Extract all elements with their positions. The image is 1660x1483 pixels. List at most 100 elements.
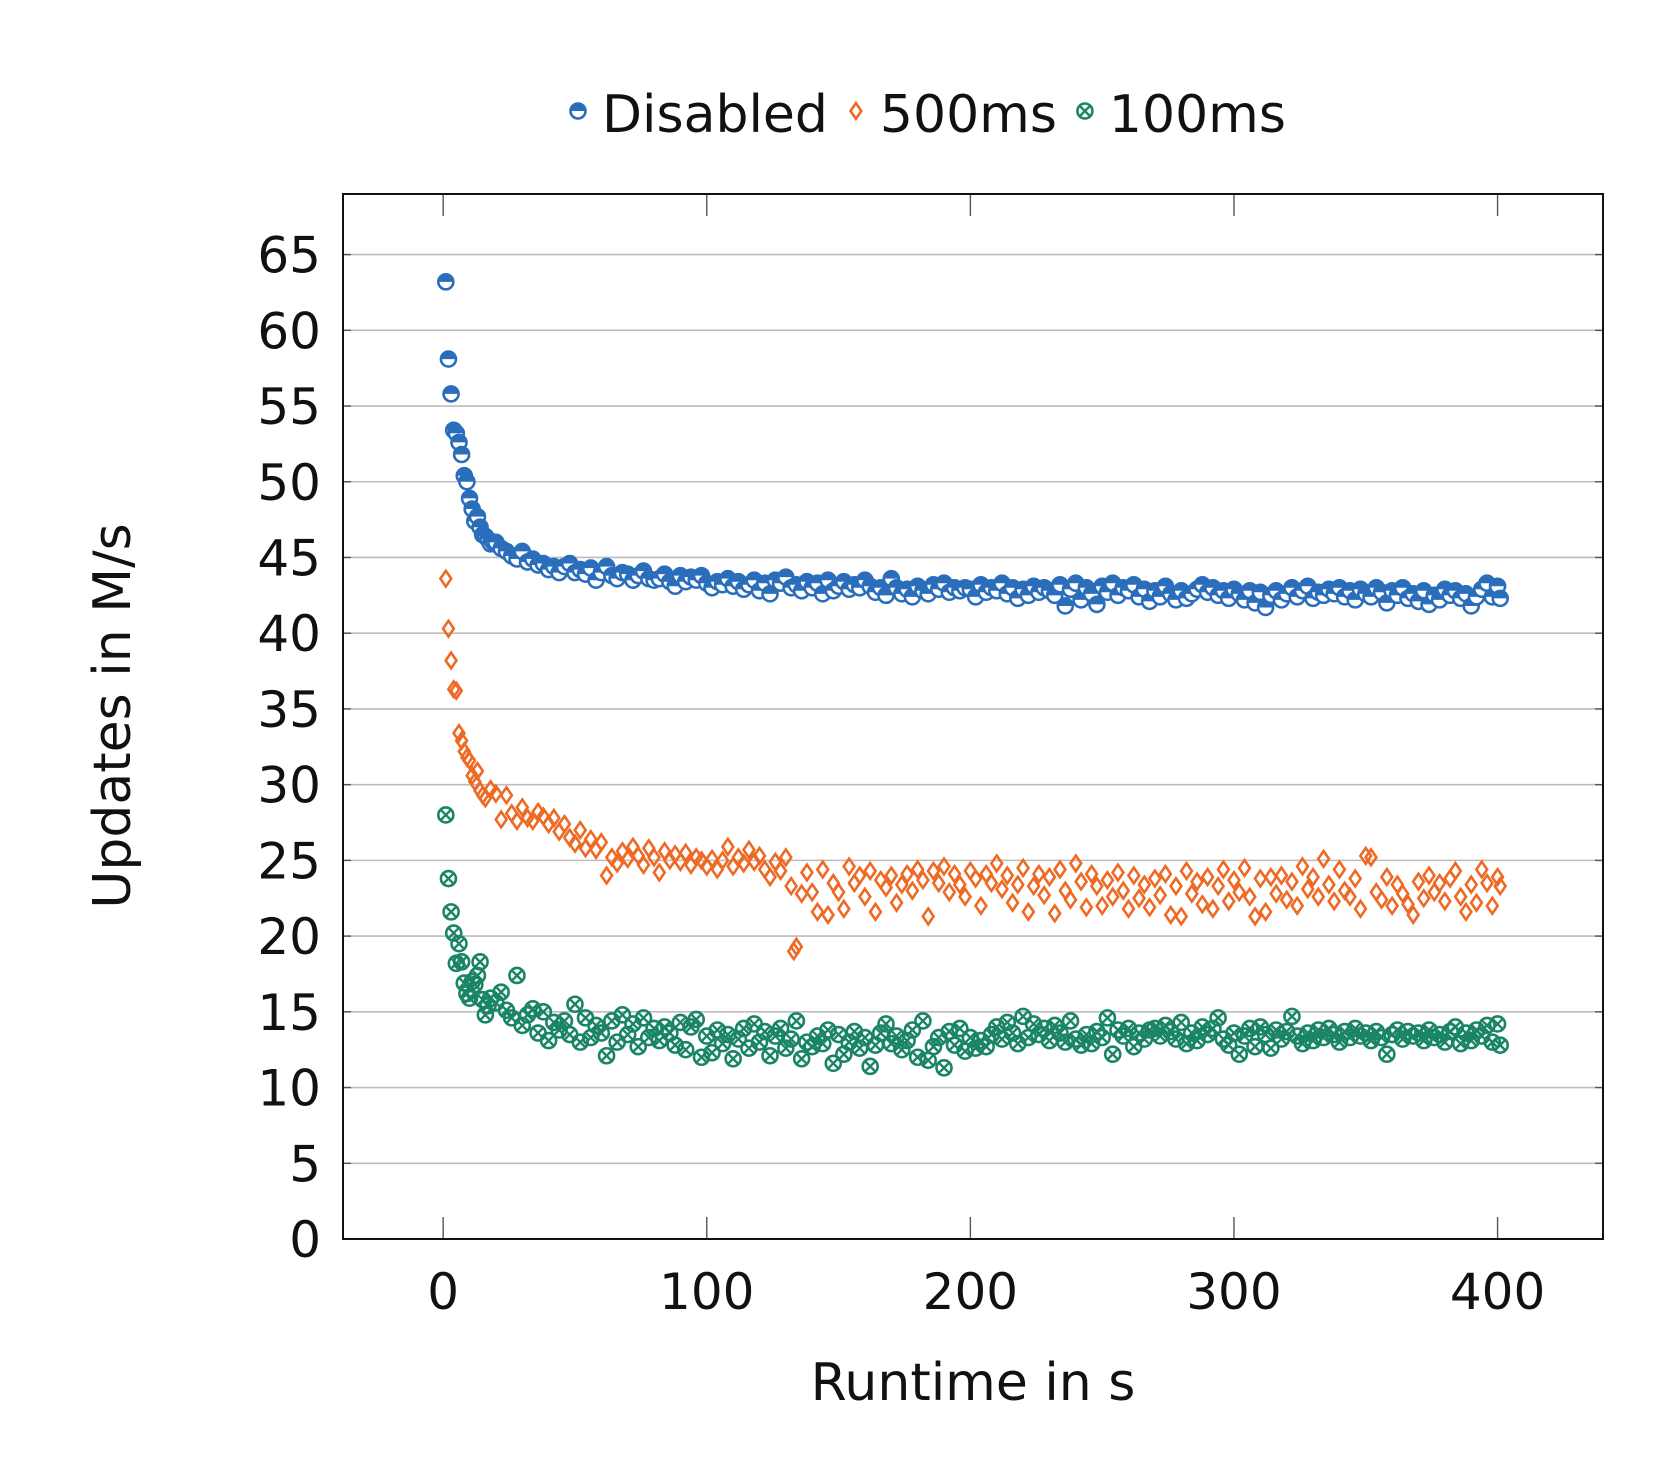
data-point xyxy=(1132,888,1147,909)
data-point xyxy=(499,785,514,806)
data-point xyxy=(1284,871,1299,892)
data-point xyxy=(1348,868,1363,889)
y-axis-title: Updates in M/s xyxy=(83,523,143,908)
legend: Disabled 500ms 100ms xyxy=(569,85,1286,145)
data-point xyxy=(446,679,461,700)
tick-layer xyxy=(343,194,1603,1240)
data-point xyxy=(1056,597,1075,615)
data-point xyxy=(821,904,835,926)
grid-layer xyxy=(343,253,1603,1165)
series-disabled xyxy=(437,273,1509,617)
data-point xyxy=(592,1024,611,1042)
data-point xyxy=(1116,880,1131,901)
data-point xyxy=(471,953,489,971)
data-point xyxy=(1037,885,1052,906)
data-point xyxy=(815,859,830,880)
data-point xyxy=(703,1043,721,1062)
data-point xyxy=(724,1049,742,1068)
data-point xyxy=(1295,856,1310,877)
data-point xyxy=(1372,1028,1391,1047)
data-point xyxy=(794,883,809,904)
data-point xyxy=(1263,866,1278,888)
data-point xyxy=(1184,883,1199,904)
data-point xyxy=(1378,1045,1396,1064)
legend-label: Disabled xyxy=(602,85,828,145)
data-point xyxy=(509,810,524,832)
data-point xyxy=(449,680,464,701)
x-tick-label: 0 xyxy=(427,1263,459,1321)
data-point xyxy=(773,860,788,882)
series-500ms xyxy=(438,568,1508,962)
data-point xyxy=(1168,875,1183,897)
data-point xyxy=(787,1012,806,1030)
data-point xyxy=(792,1049,811,1068)
data-point xyxy=(647,847,662,868)
data-point xyxy=(1237,857,1252,879)
data-point xyxy=(438,568,453,589)
legend-marker xyxy=(848,100,863,122)
x-tick-label: 100 xyxy=(659,1263,754,1321)
data-point xyxy=(458,472,476,491)
data-point xyxy=(594,832,609,853)
data-point xyxy=(629,1037,648,1056)
y-tick-label: 5 xyxy=(289,1135,321,1193)
data-point xyxy=(452,722,466,744)
data-point xyxy=(492,983,510,1001)
data-point xyxy=(1491,589,1509,608)
data-point xyxy=(784,875,799,897)
data-point xyxy=(1021,901,1036,923)
data-point xyxy=(1242,886,1257,907)
data-point xyxy=(1493,875,1508,897)
data-point xyxy=(1269,883,1284,904)
data-point xyxy=(935,1059,953,1077)
data-point xyxy=(1488,1015,1507,1033)
data-point xyxy=(968,868,983,889)
data-point xyxy=(442,903,460,921)
legend-marker xyxy=(1076,102,1094,120)
data-point xyxy=(1327,891,1342,912)
data-point xyxy=(1084,863,1099,885)
x-tick-label: 200 xyxy=(923,1263,1018,1321)
legend-item-disabled: Disabled xyxy=(569,85,828,145)
data-point xyxy=(973,895,988,916)
data-point xyxy=(1379,866,1394,888)
data-point xyxy=(1316,848,1331,870)
data-point xyxy=(778,847,793,868)
data-point xyxy=(789,936,804,957)
data-point xyxy=(1422,865,1437,886)
data-point xyxy=(1248,906,1263,927)
data-point xyxy=(523,999,542,1018)
data-point xyxy=(1230,1045,1249,1064)
data-point xyxy=(1200,866,1215,888)
data-point xyxy=(1016,857,1031,879)
data-point xyxy=(1074,871,1089,892)
data-point xyxy=(1079,897,1094,918)
data-point xyxy=(567,833,582,854)
data-point xyxy=(488,783,503,804)
data-point xyxy=(1342,886,1357,907)
data-point xyxy=(894,874,909,895)
data-point xyxy=(1005,892,1020,913)
data-point xyxy=(676,1040,695,1059)
data-point xyxy=(1000,865,1015,886)
data-point xyxy=(678,842,693,863)
data-point xyxy=(799,862,814,883)
data-point xyxy=(958,886,973,907)
data-point xyxy=(470,760,485,782)
y-tick-label: 35 xyxy=(257,681,321,739)
y-tick-label: 55 xyxy=(257,378,321,436)
y-tick-label: 50 xyxy=(257,454,321,512)
data-point xyxy=(914,1012,932,1030)
data-point xyxy=(1490,866,1505,888)
data-point xyxy=(1142,897,1157,918)
data-point xyxy=(1232,882,1247,903)
data-point xyxy=(1098,1009,1117,1027)
data-point xyxy=(908,1048,927,1067)
x-axis-title: Runtime in s xyxy=(811,1353,1136,1413)
data-point xyxy=(1121,898,1136,920)
data-point xyxy=(924,1037,943,1056)
data-point xyxy=(889,892,904,913)
data-point xyxy=(871,1024,890,1042)
data-point xyxy=(613,1006,632,1024)
data-point xyxy=(652,862,667,883)
